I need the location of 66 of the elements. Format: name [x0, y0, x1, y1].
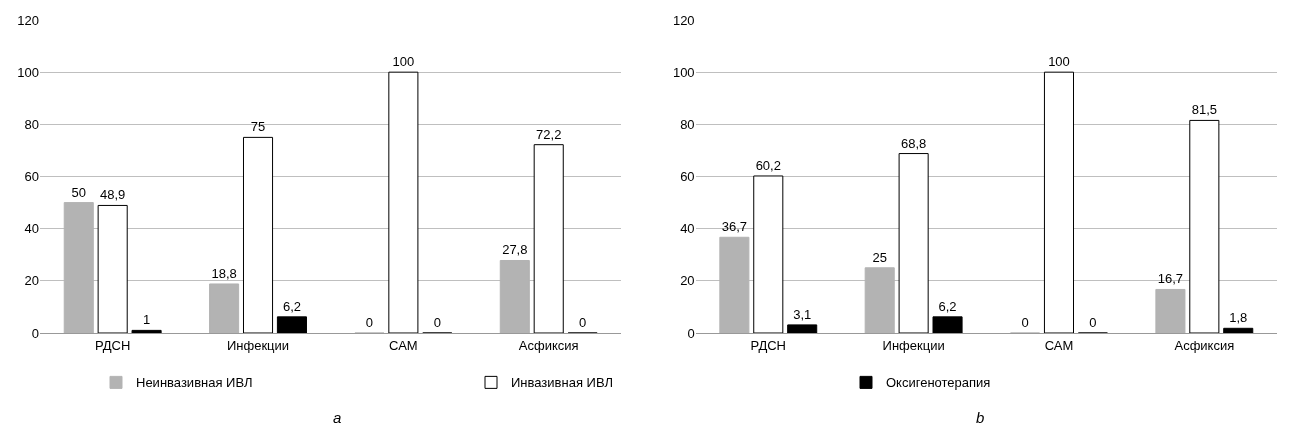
data-label: 3,1	[793, 306, 812, 322]
bar	[388, 71, 419, 333]
data-label: 1,8	[1229, 310, 1248, 326]
data-label: 18,8	[211, 265, 237, 281]
data-label: 48,9	[100, 187, 126, 203]
data-label: 50	[71, 184, 86, 200]
data-label: 81,5	[1191, 102, 1217, 118]
data-label: 0	[579, 315, 587, 330]
y-tick-label: 40	[24, 221, 39, 237]
data-label: 36,7	[721, 219, 748, 235]
data-label: 25	[872, 249, 887, 265]
bar	[753, 175, 784, 333]
y-tick-label: 80	[680, 116, 695, 132]
y-tick-label: 60	[24, 169, 39, 185]
data-label: 60,2	[755, 157, 781, 173]
data-label: 16,7	[1157, 271, 1184, 287]
y-tick-label: 0	[687, 325, 695, 341]
data-label: 0	[1021, 315, 1029, 330]
data-label: 75	[250, 119, 266, 135]
bar	[1223, 327, 1254, 333]
data-label: 6,2	[938, 298, 957, 314]
text: a	[333, 409, 342, 426]
legend-label: Инвазивная ИВЛ	[511, 375, 613, 391]
bar	[209, 283, 240, 333]
data-label: 6,2	[282, 298, 301, 314]
x-tick-label: РДСН	[94, 337, 131, 353]
data-label: 0	[433, 315, 441, 330]
y-tick-label: 20	[24, 273, 39, 289]
y-tick-label: 80	[24, 116, 39, 132]
y-tick-label: 100	[672, 64, 695, 80]
y-tick-label: 60	[680, 169, 695, 185]
y-tick-label: 40	[680, 221, 695, 237]
x-tick-label: Асфиксия	[518, 337, 579, 353]
data-label: 1	[142, 312, 151, 328]
bar	[242, 136, 274, 333]
bar	[932, 316, 963, 333]
data-label: 0	[1089, 315, 1097, 330]
bar	[276, 316, 307, 333]
bar	[1189, 119, 1220, 333]
x-tick-label: Инфекции	[882, 337, 945, 353]
bar	[898, 153, 929, 333]
legend-label: Неинвазивная ИВЛ	[136, 375, 253, 391]
bar	[97, 204, 128, 333]
x-tick-label: САМ	[1044, 337, 1074, 353]
data-label: 0	[365, 315, 374, 330]
data-label: 72,2	[536, 126, 562, 142]
bar	[787, 324, 818, 333]
bar	[1043, 71, 1075, 333]
x-tick-label: Асфиксия	[1174, 337, 1235, 353]
data-label: 100	[392, 54, 415, 70]
y-tick-label: 0	[31, 325, 39, 341]
x-tick-label: Инфекции	[226, 337, 290, 353]
bar	[131, 329, 162, 333]
data-label: 68,8	[900, 135, 927, 151]
y-tick-label: 120	[672, 12, 695, 28]
y-tick-label: 100	[17, 64, 39, 80]
bar	[1155, 288, 1186, 333]
bar	[533, 144, 564, 333]
y-tick-label: 20	[680, 273, 695, 289]
x-tick-label: РДСН	[750, 337, 786, 353]
data-label: 100	[1048, 54, 1070, 70]
text: b	[976, 409, 985, 426]
x-tick-label: САМ	[389, 337, 418, 353]
y-tick-label: 120	[17, 12, 39, 28]
data-label: 27,8	[502, 242, 528, 258]
legend-label: Оксигенотерапия	[886, 375, 991, 391]
